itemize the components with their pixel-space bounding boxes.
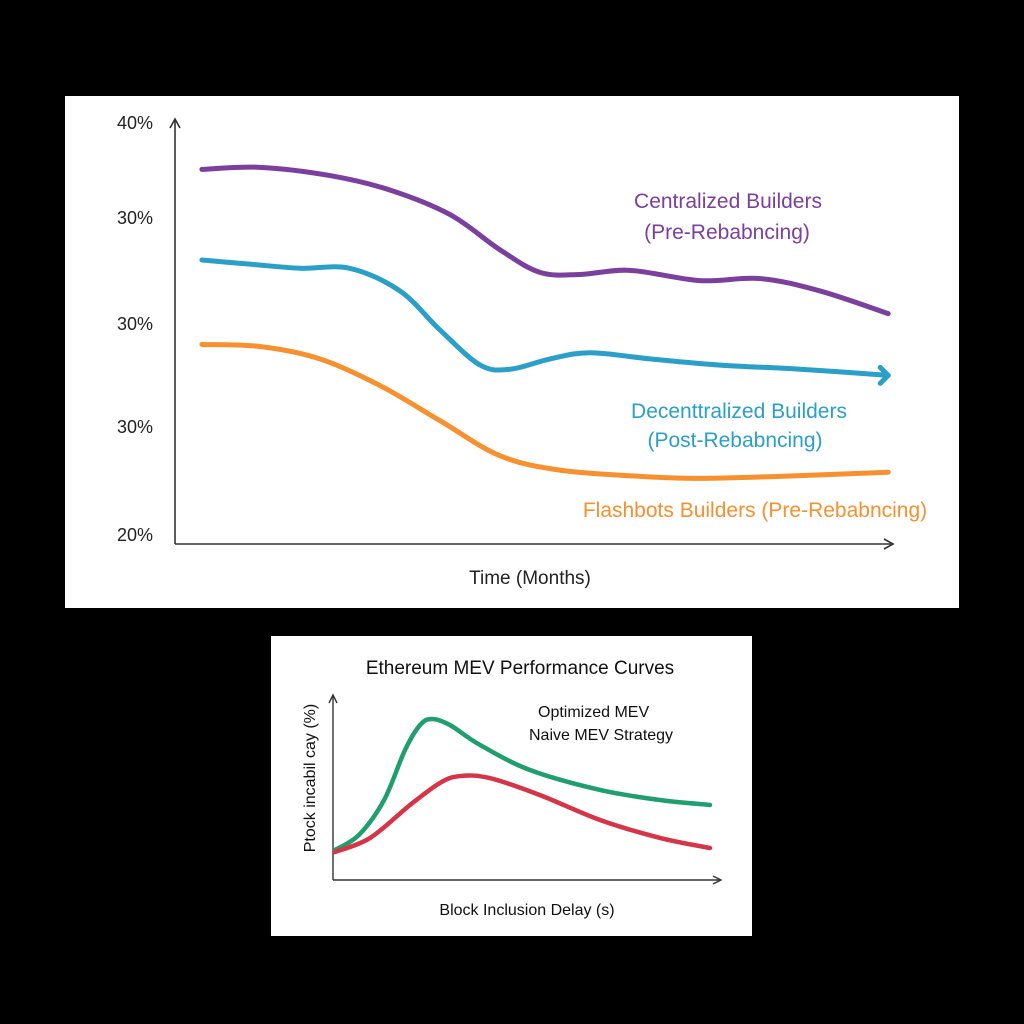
bottom-x-axis-label: Block Inclusion Delay (s) <box>439 902 614 919</box>
bottom-chart: Ethereum MEV Performance Curves Ptock in… <box>271 636 752 936</box>
bottom-chart-title: Ethereum MEV Performance Curves <box>366 658 674 679</box>
bottom-y-axis-label: Ptock incabil cay (%) <box>302 704 319 853</box>
legend-text-optimized: Optimized MEV <box>538 704 649 721</box>
top-chart: 40% 30% 30% 30% 20% Time (Months) Centra… <box>65 96 959 608</box>
y-tick-label: 30% <box>117 314 153 334</box>
y-tick-label: 30% <box>117 208 153 228</box>
y-tick-label: 40% <box>117 113 153 133</box>
bottom-y-axis-arrow <box>328 693 338 704</box>
y-tick-label: 20% <box>117 525 153 545</box>
top-chart-panel <box>65 96 959 608</box>
top-x-axis-arrow <box>883 538 895 550</box>
top-x-axis-label: Time (Months) <box>469 568 591 589</box>
series-line-flashbots <box>199 341 891 481</box>
series-line-optimized <box>332 716 713 853</box>
legend-text-naive: Naive MEV Strategy <box>529 727 673 744</box>
series-label-centralized-sub: (Pre-Rebabncing) <box>644 221 810 244</box>
y-tick-label: 30% <box>117 417 153 437</box>
series-line-decentralized-arrowhead <box>877 364 891 386</box>
series-line-naive <box>332 773 713 855</box>
series-label-centralized: Centralized Builders <box>634 190 822 213</box>
series-label-decentralized: Decenttralized Builders <box>631 400 847 423</box>
bottom-x-axis-arrow <box>712 875 723 885</box>
top-y-axis-arrow <box>169 117 181 129</box>
series-line-centralized <box>199 164 891 317</box>
series-line-decentralized <box>199 257 891 378</box>
series-label-flashbots: Flashbots Builders (Pre-Rebabncing) <box>583 499 927 522</box>
series-label-decentralized-sub: (Post-Rebabncing) <box>647 429 822 452</box>
